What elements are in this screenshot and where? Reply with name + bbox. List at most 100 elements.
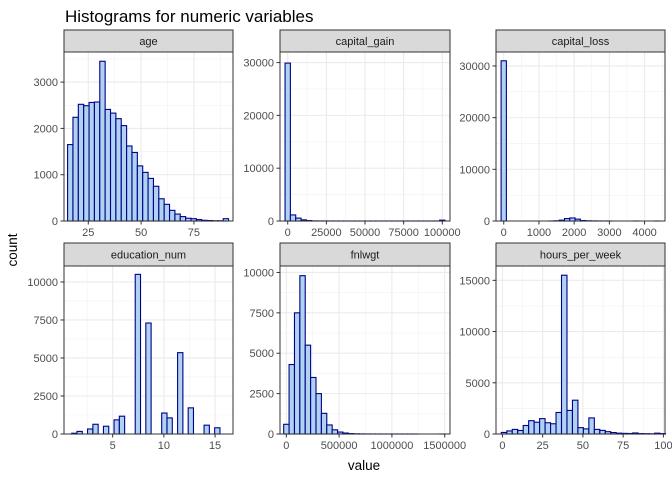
x-tick-label: 1500000 (423, 440, 466, 452)
x-axis-title: value (348, 458, 380, 473)
histogram-bar (152, 185, 160, 222)
panel-border (63, 265, 234, 435)
x-tick-label: 10 (158, 440, 170, 452)
y-tick-label: 30000 (243, 58, 274, 70)
x-tick-label: 25 (82, 227, 94, 239)
histogram-bar (299, 275, 306, 435)
x-tick-label: 0 (501, 227, 507, 239)
histogram-bar (168, 209, 176, 222)
x-tick-label: 50000 (350, 227, 381, 239)
histogram-bar (118, 415, 126, 435)
y-tick-label: 0 (52, 216, 58, 228)
histogram-bar (166, 417, 173, 435)
histogram-bar (142, 171, 149, 222)
histogram-bar (283, 423, 290, 435)
y-tick-label: 5000 (250, 348, 274, 360)
histogram-bar (304, 344, 312, 435)
histogram-bar (203, 424, 210, 435)
x-tick-label: 75000 (388, 227, 419, 239)
histogram-bar (67, 144, 74, 222)
histogram-bar (77, 103, 85, 222)
panel-border (279, 265, 451, 435)
x-tick-label: 25000 (311, 227, 342, 239)
facet-strip-label: hours_per_week (540, 250, 622, 262)
x-tick-label: 0 (285, 227, 291, 239)
x-tick-label: 75 (617, 440, 629, 452)
x-tick-label: 3000 (597, 227, 621, 239)
histogram-bar (87, 428, 94, 435)
histogram-bar (120, 125, 128, 222)
x-tick-label: 15 (209, 440, 221, 452)
y-tick-label: 10000 (243, 267, 274, 279)
x-tick-label: 0 (283, 440, 289, 452)
y-tick-label: 10000 (459, 164, 490, 176)
y-tick-label: 30000 (459, 61, 490, 73)
histogram-bar (174, 213, 181, 222)
histogram-bar (293, 312, 301, 435)
y-tick-label: 2500 (250, 389, 274, 401)
histogram-bar (522, 424, 530, 435)
histogram-bars (500, 60, 661, 222)
x-tick-label: 75 (188, 227, 200, 239)
histogram-bar (577, 427, 584, 435)
histogram-bar (289, 214, 297, 222)
histogram-bar (539, 418, 546, 435)
grid-lines (280, 52, 450, 222)
histogram-bar (88, 101, 95, 222)
panel-border (63, 51, 234, 222)
histogram-bar (528, 420, 535, 435)
histogram-bar (517, 429, 524, 435)
facet-strip-label: capital_loss (552, 36, 610, 48)
histogram-bar (83, 105, 90, 222)
x-tick-label: 4000 (632, 227, 656, 239)
histogram-bar (511, 428, 519, 435)
x-tick-label: 500000 (321, 440, 358, 452)
histogram-bar (109, 112, 117, 222)
y-tick-label: 10000 (243, 163, 274, 175)
histogram-bar (158, 198, 165, 222)
y-tick-label: 0 (268, 216, 274, 228)
histogram-bar (284, 62, 291, 222)
histogram-bar (113, 419, 120, 435)
facet-strip-label: age (139, 36, 157, 48)
x-tick-label: 100000 (424, 227, 461, 239)
histogram-bars (67, 60, 230, 222)
x-tick-label: 1000000 (371, 440, 414, 452)
histogram-bar (555, 411, 563, 435)
x-tick-label: 0 (499, 440, 505, 452)
histogram-bar (500, 60, 507, 222)
y-tick-label: 20000 (243, 110, 274, 122)
y-tick-label: 20000 (459, 113, 490, 125)
histogram-bar (147, 177, 154, 222)
histogram-bar (187, 407, 195, 435)
histogram-bar (134, 273, 142, 435)
panel-border (495, 51, 666, 222)
histogram-bars (283, 275, 446, 435)
histogram-bar (99, 60, 106, 222)
y-tick-label: 15000 (459, 275, 490, 287)
facet-strip-label: education_num (111, 250, 186, 262)
x-tick-label: 50 (577, 440, 589, 452)
y-tick-label: 0 (52, 429, 58, 441)
x-tick-label: 100 (654, 440, 672, 452)
histogram-bar (115, 118, 122, 222)
panel-fnlwgt: fnlwgt 0 500000 1000000 1500000 0 2500 5000 7500… (243, 242, 466, 452)
histogram-bar (131, 151, 138, 222)
panel-education-num: education_num 5 10 15 0 2500 5000 7500 10000 (27, 242, 234, 452)
histogram-bar (320, 412, 328, 435)
histogram-bar (571, 399, 579, 435)
histogram-bar (92, 423, 99, 435)
grid-lines (496, 52, 665, 222)
y-tick-label: 5000 (466, 378, 490, 390)
facet-strip-label: capital_gain (336, 36, 395, 48)
histogram-bar (126, 145, 133, 222)
panel-hours-per-week: hours_per_week 0 25 50 75 100 0 5000 10000 15000 (459, 242, 672, 452)
histogram-bar (288, 363, 296, 435)
histogram-bar (582, 428, 590, 435)
y-tick-label: 2000 (34, 123, 58, 135)
histogram-bar (177, 352, 184, 435)
histogram-bar (93, 101, 101, 222)
histogram-bar (593, 428, 601, 435)
